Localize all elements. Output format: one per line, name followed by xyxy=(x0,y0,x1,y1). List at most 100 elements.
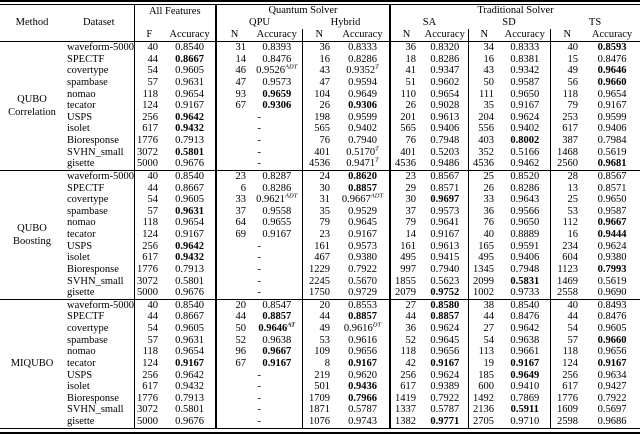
feature-count-cell: 2558 xyxy=(549,287,584,300)
header-method: Method xyxy=(0,5,64,42)
feature-count-cell: 104 xyxy=(301,88,336,101)
accuracy-cell: 0.9681 xyxy=(584,158,640,170)
accuracy-cell: 0.9676 xyxy=(164,416,216,428)
accuracy-cell: 0.9028 xyxy=(422,100,468,112)
accuracy-value: 0.5203 xyxy=(430,146,460,158)
accuracy-cell: 0.9432 xyxy=(164,381,216,393)
feature-count-cell: 5000 xyxy=(133,416,164,428)
feature-count-cell: 1123 xyxy=(549,263,584,276)
accuracy-value: 0.8667 xyxy=(175,311,204,323)
accuracy-value: 0.9573 xyxy=(348,240,377,252)
accuracy-value: 0.8540 xyxy=(175,170,204,182)
feature-count-cell: 118 xyxy=(549,88,584,101)
accuracy-value: 0.5831 xyxy=(510,275,540,287)
feature-count-cell: 8 xyxy=(301,357,336,370)
accuracy-cell: 0.9167 xyxy=(164,229,216,241)
feature-count-cell: 14 xyxy=(389,229,422,241)
accuracy-value: 0.8540 xyxy=(510,299,540,311)
header-accuracy: Accuracy xyxy=(256,29,297,40)
feature-count-cell: 44 xyxy=(549,311,584,323)
accuracy-cell: 0.8857 xyxy=(336,183,390,195)
accuracy-cell: 0.9566 xyxy=(500,206,550,218)
accuracy-cell: 0.5619 xyxy=(584,147,640,159)
accuracy-value: 0.9432 xyxy=(175,252,204,264)
accuracy-cell: 0.9587 xyxy=(584,206,640,218)
dataset-label: spambase xyxy=(67,76,108,88)
accuracy-cell: 0.9599 xyxy=(336,112,390,124)
feature-count-cell: 40 xyxy=(549,298,584,312)
accuracy-cell: 0.5787 xyxy=(336,404,390,416)
accuracy-cell: 0.9624 xyxy=(422,370,468,382)
feature-count-cell: 26 xyxy=(467,182,500,195)
accuracy-cell: 0.9605 xyxy=(584,323,640,335)
dataset-label: gisette xyxy=(67,158,95,170)
accuracy-value: 0.9621 xyxy=(256,194,286,206)
accuracy-cell: 0.7922 xyxy=(584,393,640,405)
dataset-label: isolet xyxy=(67,252,90,264)
feature-count-cell: 26 xyxy=(389,100,422,112)
accuracy-cell: 0.9634 xyxy=(584,370,640,382)
dataset-label: USPS xyxy=(67,369,93,381)
accuracy-value: 0.7922 xyxy=(597,392,627,404)
feature-count-cell: 57 xyxy=(133,76,164,89)
feature-count-cell: 44 xyxy=(467,311,500,323)
feature-count-cell: 52 xyxy=(215,334,252,347)
accuracy-value: 0.5619 xyxy=(597,275,627,287)
feature-count-cell: 46 xyxy=(215,65,252,77)
feature-count-cell: 54 xyxy=(133,194,164,206)
dataset-label: USPS xyxy=(67,111,93,123)
accuracy-value: 0.7922 xyxy=(348,263,377,275)
accuracy-value: 0.9631 xyxy=(175,205,204,217)
accuracy-cell: 0.9167 xyxy=(422,358,468,370)
header-n: N xyxy=(215,29,252,42)
accuracy-value: 0.8593 xyxy=(597,42,627,54)
accuracy-value: 0.9656 xyxy=(597,346,627,358)
accuracy-value: 0.9642 xyxy=(175,111,204,123)
accuracy-cell: 0.9641 xyxy=(422,217,468,229)
accuracy-cell: 0.9306 xyxy=(252,100,302,112)
dataset-label: spambase xyxy=(67,334,108,346)
table-row: SPECTF 44 0.8667 14 0.8476 16 0.8286 18 0.8286 16… xyxy=(0,53,640,66)
feature-count-cell: 35 xyxy=(301,205,336,218)
feature-count-cell: 4536 xyxy=(467,158,500,171)
accuracy-cell: 0.9406 xyxy=(500,252,550,264)
accuracy-cell: 0.8540 xyxy=(500,298,550,312)
accuracy-cell: 0.9650 xyxy=(584,194,640,206)
dataset-label: nomao xyxy=(67,88,96,100)
feature-count-cell: 37 xyxy=(215,205,252,218)
feature-count-cell: 16 xyxy=(549,229,584,241)
feature-count-cell: 44 xyxy=(133,182,164,195)
accuracy-cell: 0.9656 xyxy=(584,346,640,358)
dataset-label: Bioresponse xyxy=(67,392,119,404)
table-row: spambase 57 0.9631 37 0.9558 35 0.9529 37 0.9573… xyxy=(0,205,640,218)
accuracy-value: 0.9676 xyxy=(175,416,204,428)
accuracy-cell: 0.7922 xyxy=(336,264,390,276)
top-rule xyxy=(0,0,640,5)
feature-count-cell: 47 xyxy=(301,76,336,89)
feature-count-cell: 4536 xyxy=(301,158,336,171)
accuracy-value: 0.9690 xyxy=(597,287,627,299)
feature-count-cell: 36 xyxy=(389,323,422,335)
dataset-label: isolet xyxy=(67,123,90,135)
qpu-missing-cell: - xyxy=(215,275,302,288)
accuracy-cell: 0.9486 xyxy=(422,158,468,170)
feature-count-cell: 617 xyxy=(389,381,422,393)
feature-count-cell: 79 xyxy=(389,217,422,229)
accuracy-cell: 0.9771 xyxy=(422,416,468,428)
feature-count-cell: 565 xyxy=(389,123,422,135)
accuracy-value: 0.8857 xyxy=(348,311,377,323)
accuracy-value: 0.9661 xyxy=(510,346,540,358)
feature-count-cell: 124 xyxy=(133,357,164,370)
accuracy-cell: 0.9167 xyxy=(252,358,302,370)
accuracy-cell: 0.9594 xyxy=(336,77,390,89)
feature-count-cell: 57 xyxy=(133,334,164,347)
feature-count-cell: 2598 xyxy=(549,416,584,428)
feature-count-cell: 617 xyxy=(133,123,164,135)
dataset-label: gisette xyxy=(67,287,95,299)
feature-count-cell: 1855 xyxy=(389,275,422,288)
accuracy-value: 0.9380 xyxy=(597,252,627,264)
accuracy-cell: 0.8547 xyxy=(252,298,302,312)
feature-count-cell: 617 xyxy=(133,252,164,264)
accuracy-value: 0.9656 xyxy=(348,346,377,358)
